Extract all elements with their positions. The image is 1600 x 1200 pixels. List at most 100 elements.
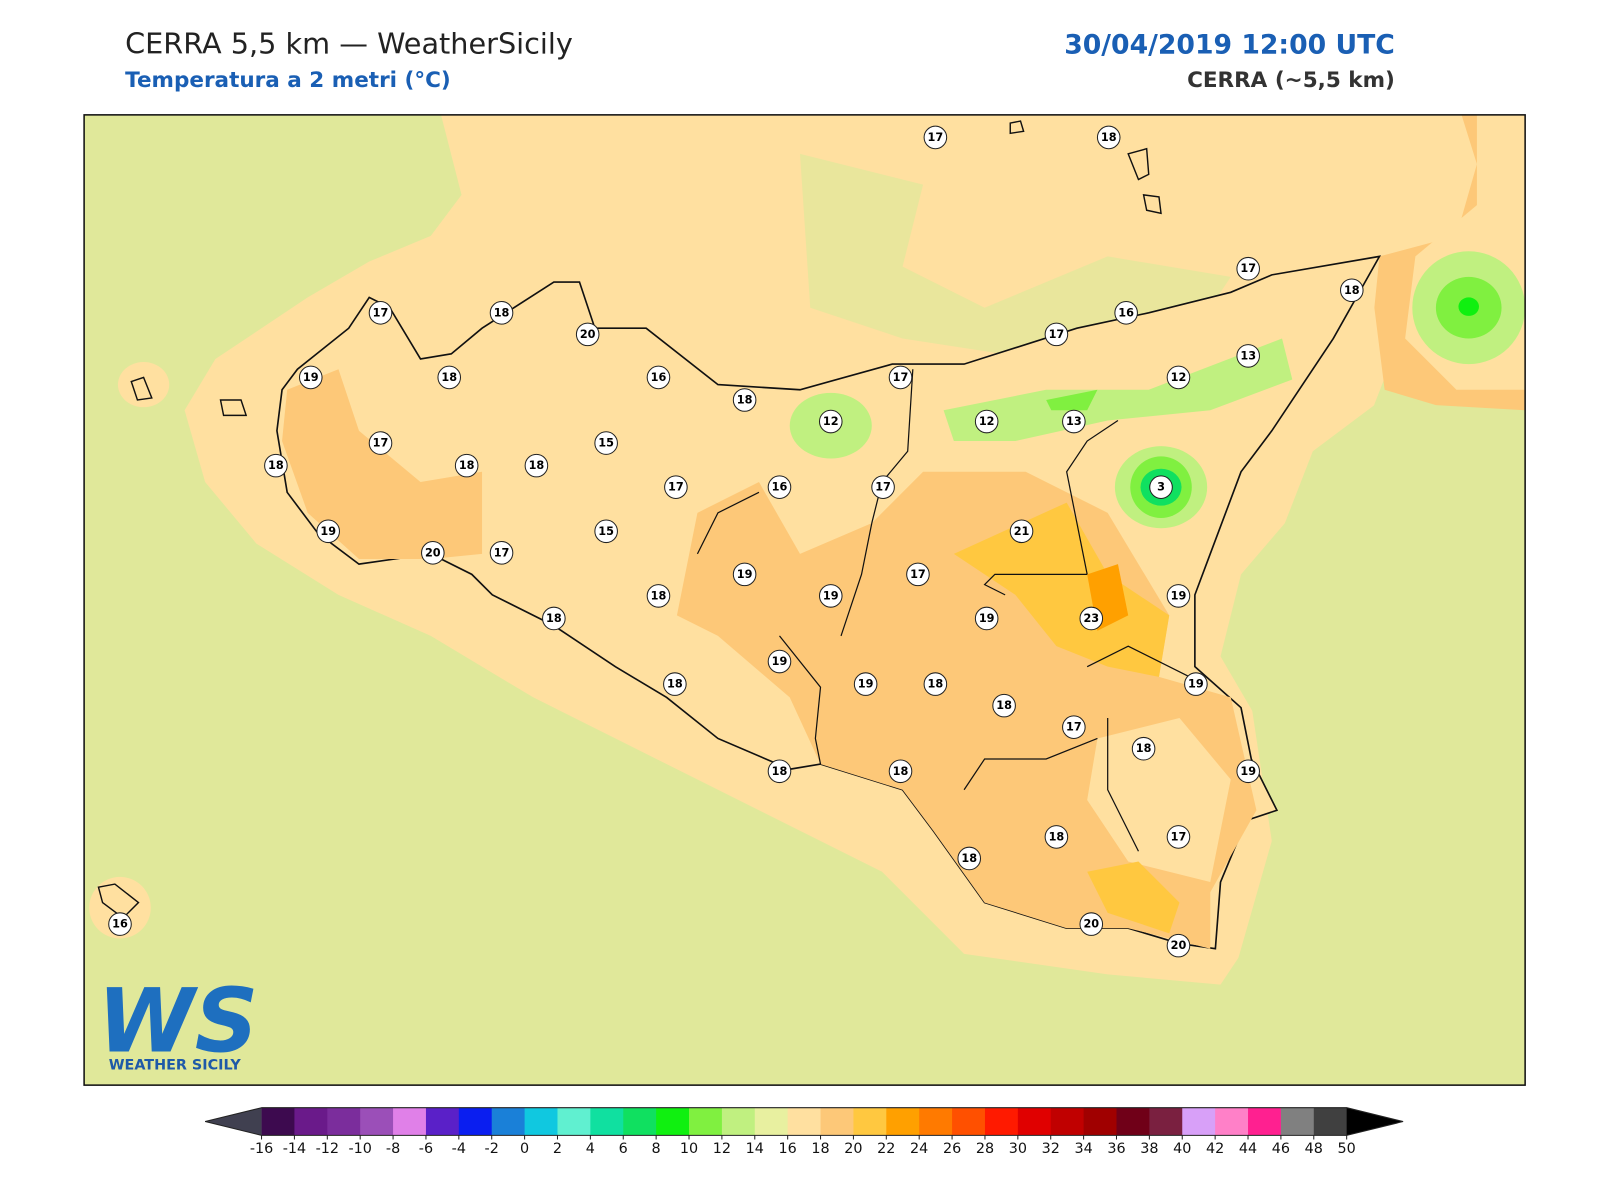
colorbar-bin <box>491 1107 526 1136</box>
colorbar-tick-label: 16 <box>779 1141 797 1157</box>
station-marker <box>767 475 792 499</box>
colorbar-bin <box>721 1107 756 1136</box>
station: 17 <box>1044 322 1069 347</box>
station-value: 17 <box>1240 262 1256 275</box>
model: CERRA (~5,5 km) <box>1187 68 1395 93</box>
station-marker <box>1166 933 1191 958</box>
colorbar: -16 -14 -12 -10 -8 -6 -4 -2 0 2 4 6 8 10 12 14 16 18 20 22 2… <box>205 1107 1404 1157</box>
station: 20 <box>1166 933 1191 958</box>
station-value: 20 <box>425 546 441 559</box>
station-marker <box>524 453 549 478</box>
station-marker <box>264 453 288 478</box>
station-marker <box>542 606 566 631</box>
station: 18 <box>454 453 479 478</box>
station-value: 3 <box>1157 481 1165 494</box>
station-marker <box>368 301 393 325</box>
station: 19 <box>974 606 999 631</box>
station-value: 19 <box>303 371 319 384</box>
station: 15 <box>594 519 618 544</box>
station-marker <box>489 541 514 565</box>
colorbar-bin <box>524 1107 558 1136</box>
station-value: 19 <box>772 655 788 668</box>
station: 18 <box>1044 825 1069 849</box>
station-value: 19 <box>823 589 839 602</box>
station-marker <box>818 409 843 434</box>
station: 19 <box>1184 672 1208 696</box>
station-marker <box>853 672 878 696</box>
station: 19 <box>1236 759 1260 784</box>
station-marker <box>664 475 688 499</box>
station-value: 17 <box>893 371 909 384</box>
station-value: 18 <box>667 678 683 691</box>
colorbar-tick-label: 8 <box>652 1141 661 1157</box>
colorbar-tick-label: 22 <box>877 1141 895 1157</box>
colorbar-tick-label: 50 <box>1338 1141 1356 1157</box>
station-marker <box>1166 365 1191 390</box>
station: 18 <box>1339 278 1364 303</box>
station-marker <box>1166 584 1191 608</box>
colorbar-bin <box>458 1107 493 1136</box>
station-value: 17 <box>1049 328 1065 341</box>
logo-text: WEATHER SICILY <box>109 1058 242 1074</box>
station-value: 12 <box>823 415 839 428</box>
station: 17 <box>923 125 948 150</box>
colorbar-bin <box>754 1107 789 1136</box>
colorbar-bin <box>984 1107 1019 1136</box>
station-marker <box>957 846 982 871</box>
station: 18 <box>663 672 687 696</box>
station-marker <box>1339 278 1364 303</box>
station-marker <box>732 388 757 412</box>
station-value: 17 <box>668 481 684 494</box>
station: 3 <box>1149 475 1173 499</box>
colorbar-bin <box>1116 1107 1150 1136</box>
colorbar-bin <box>1248 1107 1282 1136</box>
station: 17 <box>664 475 688 499</box>
station: 18 <box>957 846 982 871</box>
station-marker <box>1079 606 1104 631</box>
station-marker <box>1044 825 1069 849</box>
station-value: 20 <box>1083 918 1099 931</box>
station-value: 17 <box>910 568 926 581</box>
station: 16 <box>646 365 671 390</box>
station-value: 16 <box>772 481 788 494</box>
station-marker <box>1096 125 1121 150</box>
colorbar-tick-label: 44 <box>1239 1141 1257 1157</box>
station-marker <box>437 365 462 390</box>
station-marker <box>489 301 514 325</box>
station: 16 <box>1114 301 1138 325</box>
station-value: 16 <box>112 918 128 931</box>
station: 15 <box>594 431 618 455</box>
station-value: 18 <box>1049 830 1065 843</box>
station-marker <box>663 672 687 696</box>
station-marker <box>1009 519 1034 544</box>
station-marker <box>732 562 757 587</box>
station-marker <box>818 584 843 608</box>
colorbar-tick-label: 20 <box>844 1141 862 1157</box>
station-value: 19 <box>320 525 336 538</box>
station-value: 16 <box>651 371 667 384</box>
colorbar-bin <box>360 1107 394 1136</box>
colorbar-tick-label: 32 <box>1042 1141 1060 1157</box>
station-marker <box>1079 912 1104 936</box>
colorbar-tick-label: 48 <box>1305 1141 1323 1157</box>
station-marker <box>1236 344 1260 368</box>
station-value: 20 <box>1171 939 1187 952</box>
station-marker <box>1044 322 1069 347</box>
station: 19 <box>1166 584 1191 608</box>
station-marker <box>1062 409 1086 434</box>
station: 20 <box>1079 912 1104 936</box>
colorbar-tick-label: 4 <box>586 1141 595 1157</box>
station-value: 17 <box>875 481 891 494</box>
colorbar-bin <box>1083 1107 1118 1136</box>
station-value: 18 <box>737 394 753 407</box>
station: 18 <box>264 453 288 478</box>
station: 17 <box>1166 825 1191 849</box>
station-value: 12 <box>979 415 995 428</box>
station-value: 19 <box>1188 678 1204 691</box>
subtitle: Temperatura a 2 metri (°C) <box>125 68 451 93</box>
station-marker <box>871 475 895 499</box>
station-value: 18 <box>459 459 475 472</box>
station: 18 <box>489 301 514 325</box>
colorbar-bin <box>590 1107 624 1136</box>
station-value: 20 <box>580 328 596 341</box>
